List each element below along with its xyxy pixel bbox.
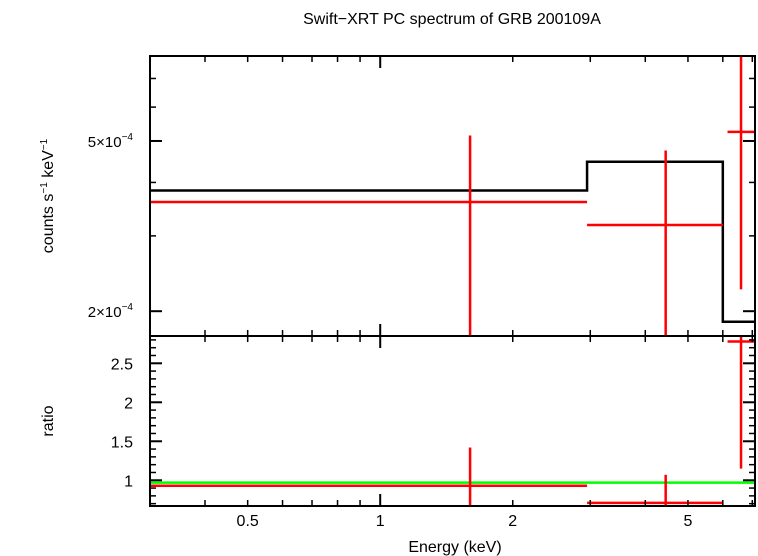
chart-title: Swift−XRT PC spectrum of GRB 200109A (303, 11, 601, 28)
ratio-panel-frame (149, 335, 756, 507)
x-axis-label: Energy (keV) (408, 539, 501, 556)
ratio-point-2 (727, 336, 755, 469)
x-tick-label-0: 0.5 (237, 513, 259, 530)
spectrum-plot-content (150, 56, 755, 336)
ratio-point-0 (150, 447, 588, 506)
ratio-y-tick-label-2: 2 (124, 395, 133, 412)
x-tick-label-2: 2 (508, 513, 517, 530)
data-point-1 (587, 150, 723, 336)
spectrum-y-tick-labels: 2×10−4 5×10−4 (88, 132, 134, 321)
ratio-plot-content (150, 336, 755, 506)
data-point-2 (727, 56, 755, 290)
ratio-y-tick-label-0: 1 (124, 473, 133, 490)
ratio-y-axis-label: ratio (40, 405, 57, 436)
ratio-point-1 (587, 474, 723, 506)
data-point-0 (150, 135, 588, 336)
x-tick-label-1: 1 (376, 513, 385, 530)
spectrum-y-axis-label: counts s−1 keV−1 (39, 138, 57, 253)
ratio-panel: 1 1.5 2 2.5 0.5 1 2 5 ratio Energy (keV) (40, 335, 756, 556)
model-step-line (150, 160, 755, 323)
ratio-x-tick-labels: 0.5 1 2 5 (237, 513, 693, 530)
ratio-y-tick-labels: 1 1.5 2 2.5 (111, 356, 133, 490)
spectrum-y-tick-label-0: 2×10−4 (88, 302, 134, 321)
spectrum-y-tick-label-1: 5×10−4 (88, 132, 134, 151)
ratio-y-tick-label-3: 2.5 (111, 356, 133, 373)
x-tick-label-3: 5 (683, 513, 692, 530)
ratio-y-tick-label-1: 1.5 (111, 434, 133, 451)
ratio-axis-ticks (149, 336, 755, 506)
